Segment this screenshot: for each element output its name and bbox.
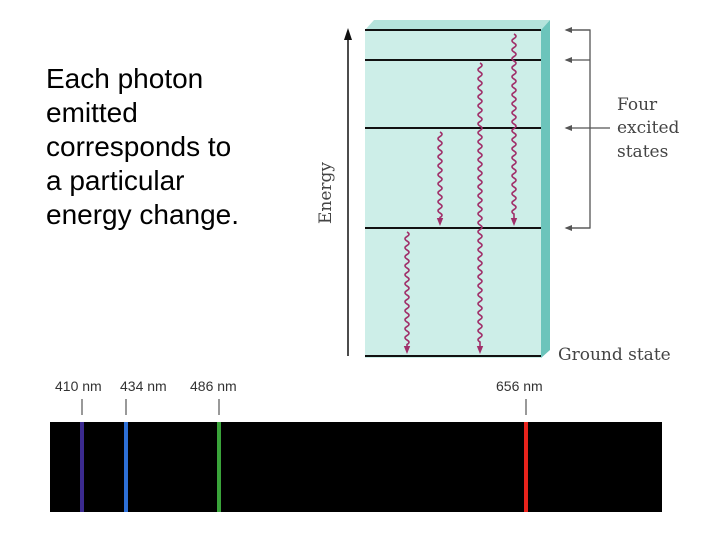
caption-line: Each photon xyxy=(46,63,204,94)
spectrum-label-656: 656 nm xyxy=(496,378,543,394)
photon-arrow-excited2-to-excited1 xyxy=(436,131,444,226)
excited-label-line: states xyxy=(617,142,668,162)
energy-axis-arrowhead xyxy=(344,28,352,40)
caption-line: corresponds to xyxy=(46,131,232,162)
caption-line: energy change. xyxy=(46,199,240,230)
excited-label-line: excited xyxy=(617,118,679,138)
caption-line: a particular xyxy=(46,165,185,196)
spectrum-line-486-nm xyxy=(217,422,221,512)
energy-levels xyxy=(365,29,541,357)
ground-state-label: Ground state xyxy=(558,345,671,365)
spectrum-line-410-nm xyxy=(80,422,84,512)
panel-top xyxy=(365,20,550,30)
panel-side xyxy=(541,20,550,358)
spectrum-label-434: 434 nm xyxy=(120,378,167,394)
energy-panel xyxy=(365,20,550,358)
emission-spectrum: 410 nm 434 nm 486 nm 656 nm xyxy=(50,378,662,512)
energy-axis-label: Energy xyxy=(316,162,336,224)
caption-line: emitted xyxy=(46,97,138,128)
spectrum-strip xyxy=(50,422,662,512)
spectrum-label-410: 410 nm xyxy=(55,378,102,394)
excited-states-label: Four excited states xyxy=(617,95,679,162)
spectrum-line-656-nm xyxy=(524,422,528,512)
photon-transitions xyxy=(403,33,518,354)
spectrum-label-486: 486 nm xyxy=(190,378,237,394)
excited-label-line: Four xyxy=(617,95,658,115)
caption-text: Each photon emitted corresponds to a par… xyxy=(46,62,306,232)
photon-arrow-excited3-to-ground xyxy=(476,62,484,354)
photon-arrow-excited1-to-ground xyxy=(403,231,411,354)
photon-arrow-top-to-excited1 xyxy=(510,33,518,226)
energy-axis: Energy xyxy=(316,28,352,356)
spectrum-line-434-nm xyxy=(124,422,128,512)
excited-states-bracket xyxy=(564,26,610,232)
